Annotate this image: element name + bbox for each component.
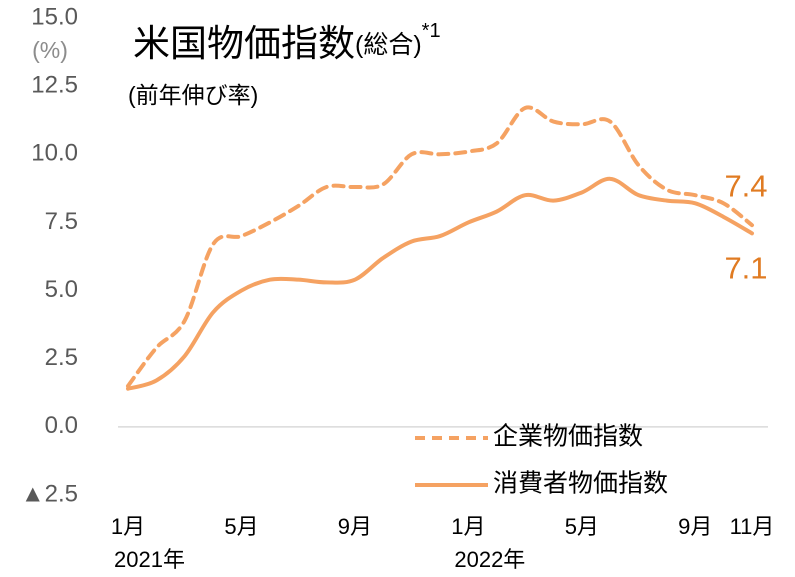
- x-tick-label: 9月: [678, 514, 712, 539]
- x-tick-label: 5月: [565, 514, 599, 539]
- y-tick-label: 2.5: [45, 344, 78, 371]
- x-year-label: 2021年: [114, 547, 185, 572]
- end-value-label: 7.1: [724, 251, 767, 286]
- y-tick-label: 7.5: [45, 208, 78, 235]
- x-year-label: 2022年: [454, 547, 525, 572]
- x-tick-label: 1月: [451, 514, 485, 539]
- y-tick-label: 15.0: [31, 3, 78, 30]
- legend-label: 消費者物価指数: [493, 470, 668, 498]
- legend-label: 企業物価指数: [493, 423, 643, 451]
- y-tick-label: ▲2.5: [21, 480, 78, 507]
- x-tick-label: 5月: [224, 514, 258, 539]
- y-unit: (%): [32, 37, 68, 63]
- y-tick-label: 0.0: [45, 412, 78, 439]
- chart-subtitle: (前年伸び率): [128, 82, 258, 108]
- y-tick-label: 5.0: [45, 276, 78, 303]
- chart-title-note: *1: [422, 20, 441, 42]
- y-tick-label: 12.5: [31, 71, 78, 98]
- series-line: [126, 176, 754, 391]
- chart-title-group: 米国物価指数(総合)*1: [133, 20, 441, 64]
- y-tick-label: 10.0: [31, 140, 78, 167]
- x-tick-label: 11月: [730, 514, 775, 539]
- chart-title: 米国物価指数: [133, 23, 355, 64]
- end-value-label: 7.4: [724, 168, 767, 203]
- x-tick-label: 1月: [111, 514, 145, 539]
- chart-title-suffix: (総合): [355, 31, 422, 59]
- series-line: [126, 105, 754, 388]
- x-tick-label: 9月: [338, 514, 372, 539]
